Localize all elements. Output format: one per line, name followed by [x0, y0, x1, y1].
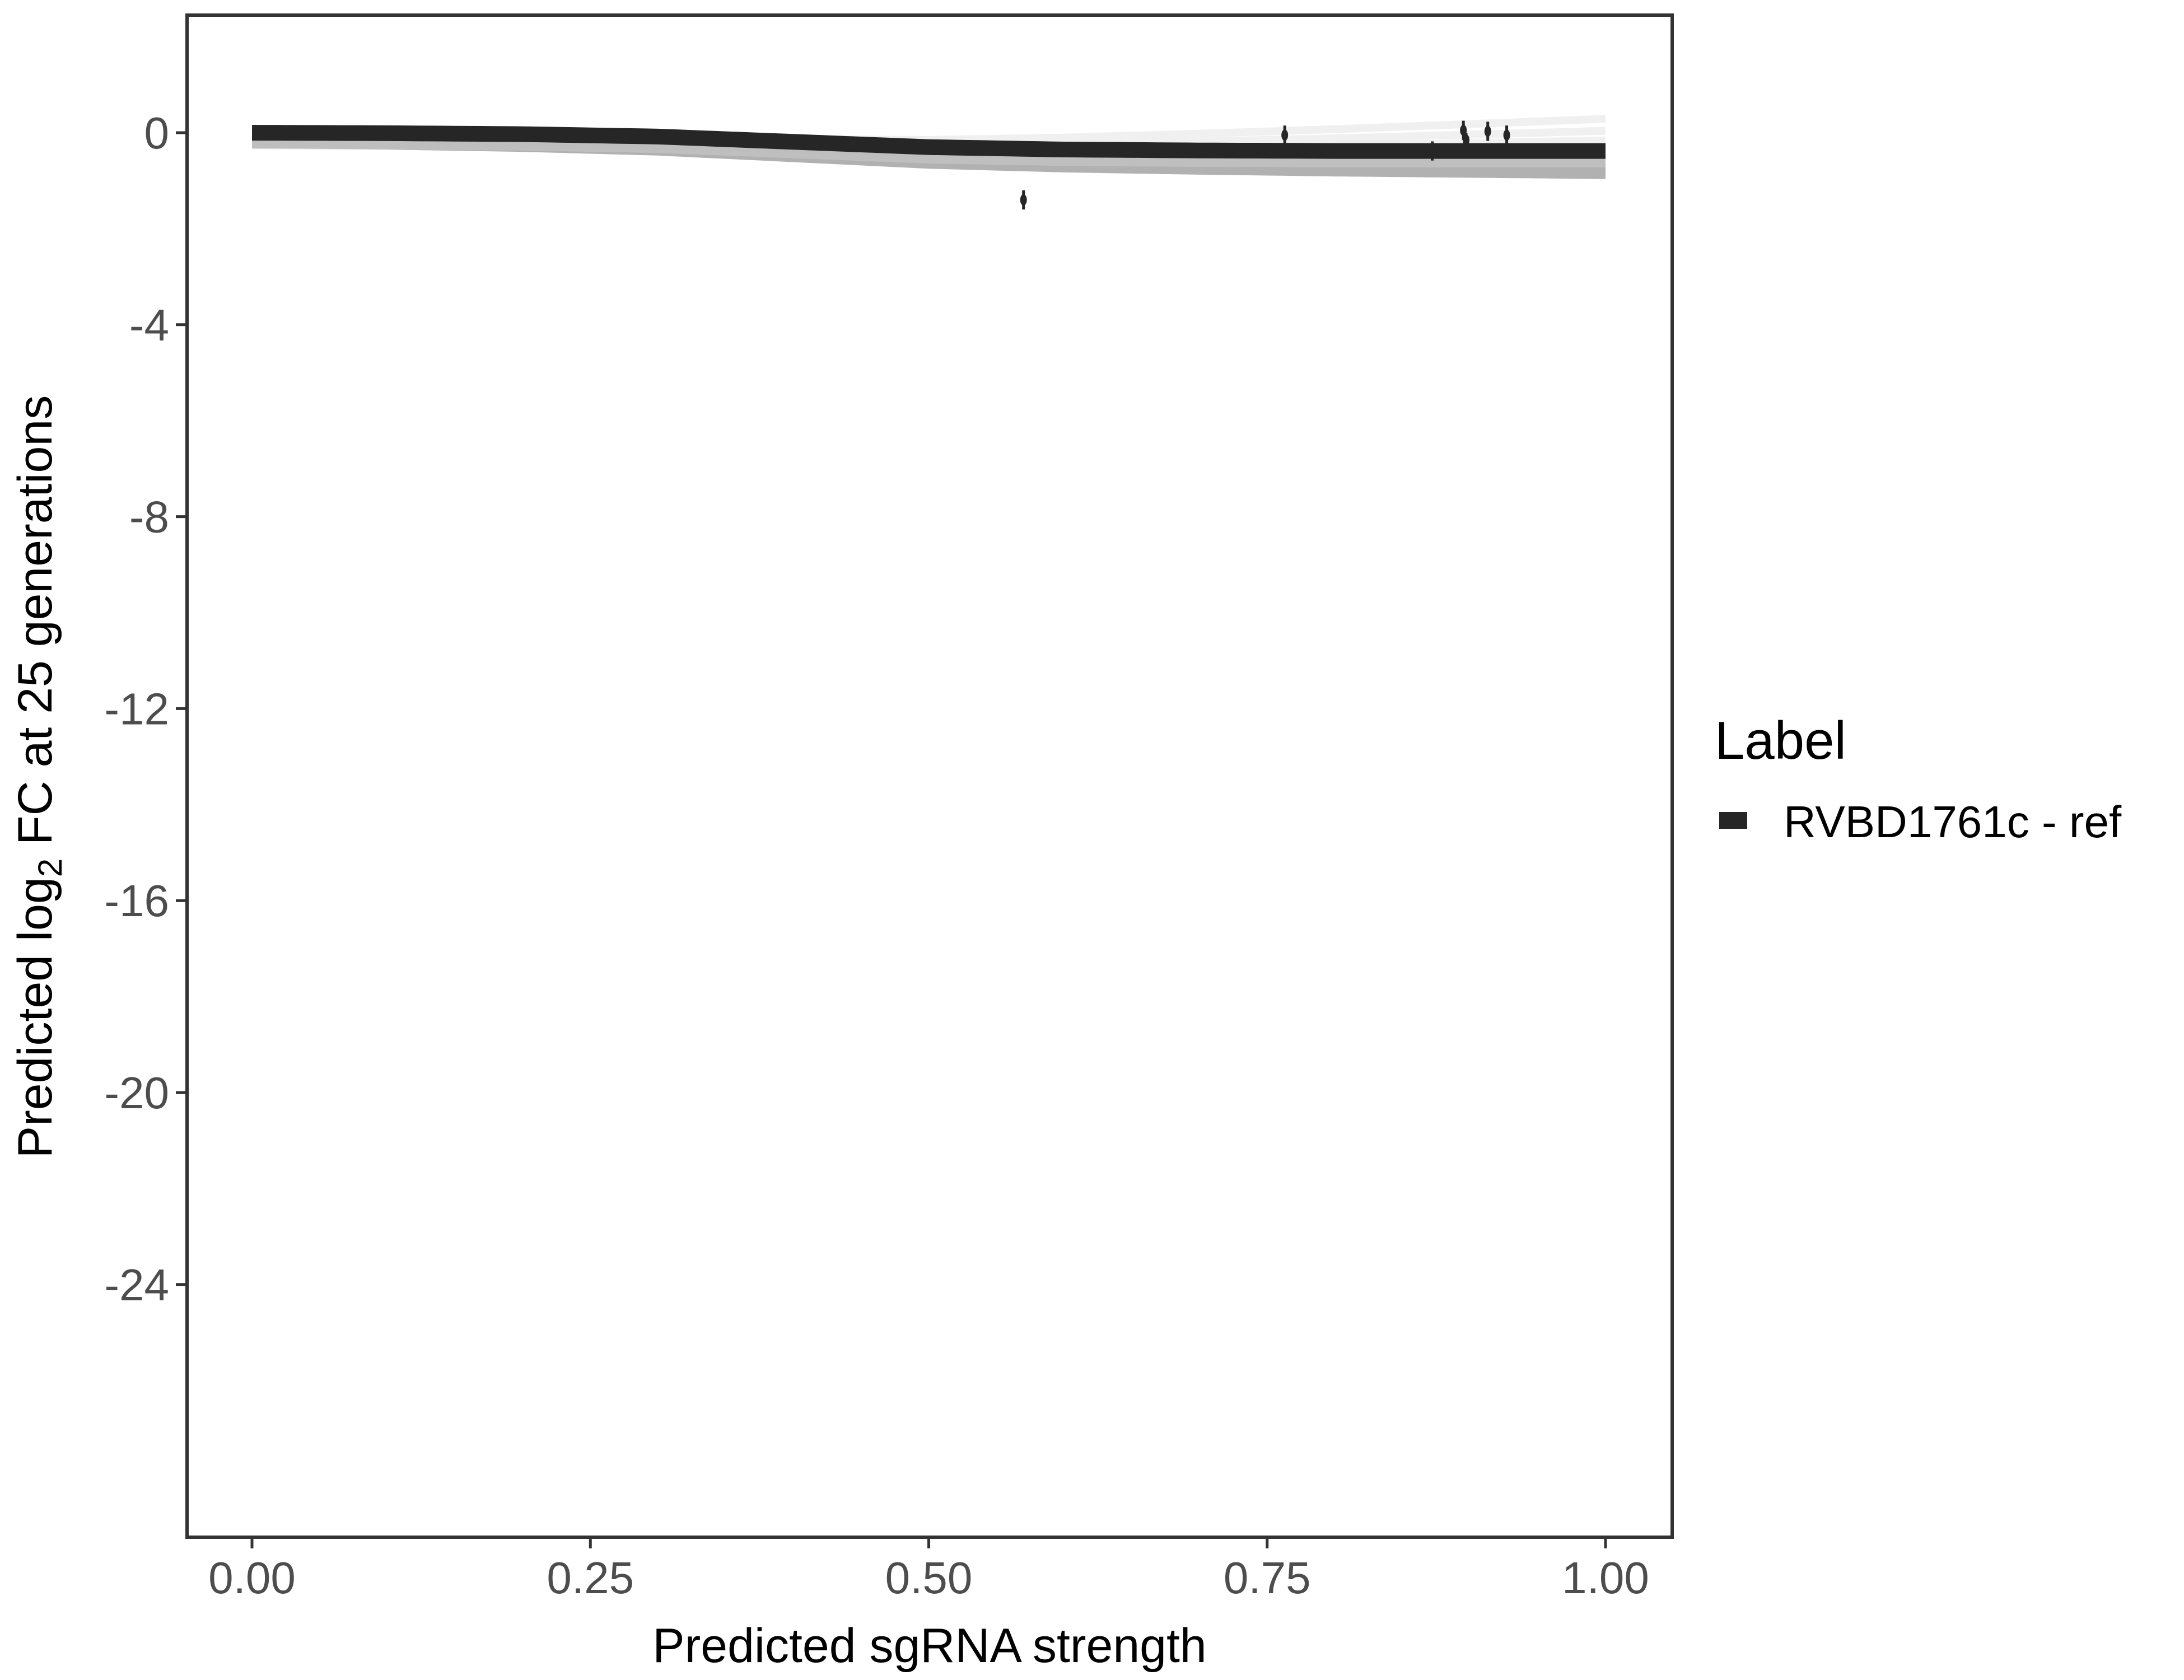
y-tick-label: -24 [104, 1260, 169, 1310]
x-tick-label: 0.00 [208, 1553, 296, 1603]
axes: 0.00 0.25 0.50 0.75 1.00 0 -4 -8 -12 -16 -20 -24 [104, 108, 1649, 1603]
y-axis-title: Predicted log2 FC at 25 generations [8, 395, 69, 1158]
legend-key [1719, 812, 1747, 829]
x-tick-label: 0.75 [1224, 1553, 1311, 1603]
x-tick-label: 0.50 [885, 1553, 973, 1603]
x-tick-label: 1.00 [1562, 1553, 1649, 1603]
data-point [1503, 129, 1510, 141]
y-tick-label: -16 [104, 876, 169, 926]
data-point [1429, 145, 1436, 157]
plot-area [251, 115, 1606, 210]
y-tick-label: -20 [104, 1068, 169, 1118]
legend-label: RVBD1761c - ref [1784, 797, 2122, 847]
data-point [1281, 129, 1289, 141]
data-point [1484, 125, 1491, 137]
y-tick-label: 0 [144, 108, 170, 158]
legend-title: Label [1715, 711, 1846, 771]
y-tick-label: -8 [129, 492, 169, 542]
panel-border [185, 13, 1674, 1539]
data-point [1020, 194, 1027, 206]
data-point [1463, 134, 1470, 146]
x-tick-label: 0.25 [547, 1553, 634, 1603]
x-axis-title: Predicted sgRNA strength [652, 1619, 1207, 1673]
y-tick-label: -4 [129, 300, 169, 350]
y-tick-label: -12 [104, 684, 169, 734]
posterior-inner-line [251, 138, 1606, 167]
legend: Label RVBD1761c - ref [1715, 711, 2122, 847]
fit-line [251, 125, 1606, 159]
